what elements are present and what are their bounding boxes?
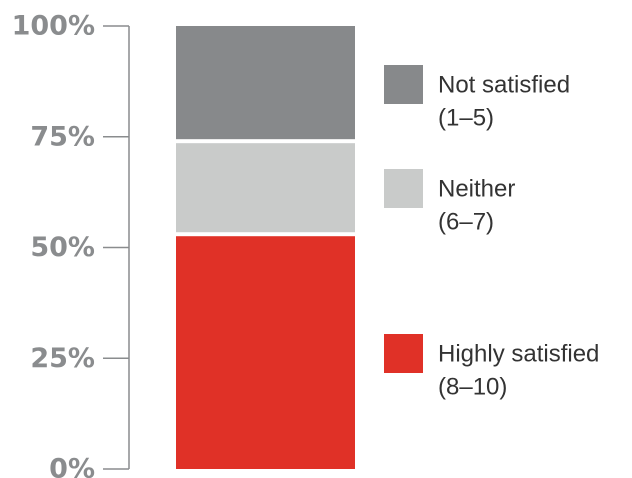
legend-label-neither: Neither	[438, 176, 515, 203]
legend: Not satisfied (1–5) Neither (6–7) Highly sat…	[384, 65, 599, 401]
legend-range-not-satisfied: (1–5)	[438, 105, 494, 132]
y-axis-ticks: 0% 25% 50% 75% 100%	[12, 11, 129, 478]
legend-label-not-satisfied: Not satisfied	[438, 72, 570, 99]
bar-segment-neither	[176, 143, 355, 233]
legend-label-highly-satisfied: Highly satisfied	[438, 341, 599, 368]
y-tick-label: 100%	[12, 11, 95, 42]
y-tick-label: 75%	[30, 121, 95, 152]
bar-stack	[176, 26, 355, 469]
y-tick-label: 25%	[30, 343, 95, 374]
legend-swatch-neither	[384, 169, 423, 208]
y-tick-label: 50%	[30, 232, 95, 263]
bar-segment-not-satisfied	[176, 26, 355, 140]
y-tick-label: 0%	[49, 454, 95, 478]
legend-range-highly-satisfied: (8–10)	[438, 374, 507, 401]
legend-swatch-highly-satisfied	[384, 334, 423, 373]
legend-swatch-not-satisfied	[384, 65, 423, 104]
bar-segment-highly-satisfied	[176, 236, 355, 469]
legend-range-neither: (6–7)	[438, 209, 494, 236]
